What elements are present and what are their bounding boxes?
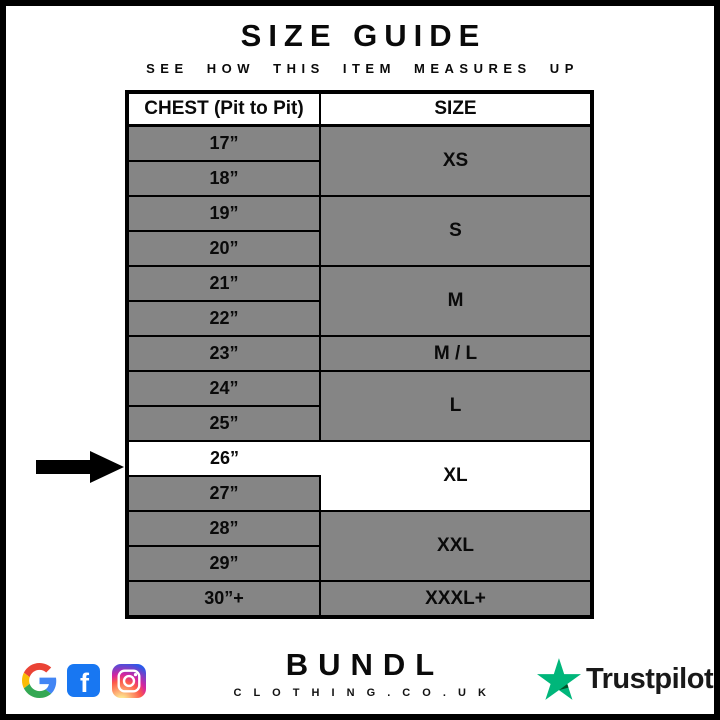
chest-cell: 22” xyxy=(126,300,321,337)
table-row: 24” L xyxy=(126,370,593,442)
chest-cell: 24” xyxy=(126,370,321,407)
size-cell: XL xyxy=(320,440,593,512)
chest-cell: 21” xyxy=(126,265,321,302)
instagram-icon xyxy=(112,664,146,698)
size-cell: L xyxy=(320,370,593,442)
page-title: SIZE GUIDE xyxy=(240,18,487,53)
facebook-icon: f xyxy=(67,664,100,697)
size-table: CHEST (Pit to Pit) SIZE 17” XS 18” 19” S 20” 2… xyxy=(125,90,594,619)
table-row: 22” xyxy=(126,300,592,337)
table-row: 17” XS xyxy=(126,124,593,197)
table-row: 29” xyxy=(126,545,592,582)
chest-cell: 27” xyxy=(126,475,321,512)
size-column-header: SIZE xyxy=(319,91,593,127)
table-row: 26” XL xyxy=(126,440,593,512)
trustpilot-label: Trustpilot xyxy=(586,662,714,695)
chest-cell: 20” xyxy=(126,230,321,267)
chest-cell: 25” xyxy=(126,405,321,442)
table-row: 21” M xyxy=(126,265,593,337)
brand-domain: C L O T H I N G . C O . U K xyxy=(233,687,491,699)
chest-column-header: CHEST (Pit to Pit) xyxy=(126,91,321,127)
size-cell: XXL xyxy=(320,510,593,582)
table-row: 30”+ XXXL+ xyxy=(126,580,593,618)
highlight-arrow-icon xyxy=(36,451,124,483)
chest-cell: 28” xyxy=(126,510,321,547)
table-row: 19” S xyxy=(126,195,593,267)
table-row: 28” XXL xyxy=(126,510,593,582)
table-row: 27” xyxy=(126,475,592,512)
table-row: 20” xyxy=(126,230,592,267)
size-cell: M / L xyxy=(320,335,593,372)
chest-cell: 19” xyxy=(126,195,321,232)
size-table-container: CHEST (Pit to Pit) SIZE 17” XS 18” 19” S 20” 2… xyxy=(125,90,594,619)
table-header-row: CHEST (Pit to Pit) SIZE xyxy=(126,91,593,127)
table-row: 18” xyxy=(126,160,592,197)
chest-cell: 17” xyxy=(126,124,321,162)
trustpilot-logo: Trustpilot xyxy=(537,658,714,700)
size-cell: XXXL+ xyxy=(320,580,593,618)
chest-cell: 29” xyxy=(126,545,321,582)
chest-cell: 26” xyxy=(126,440,320,477)
size-cell: M xyxy=(320,265,593,337)
chest-cell: 18” xyxy=(126,160,321,197)
chest-cell: 30”+ xyxy=(126,580,321,618)
page-subtitle: SEE HOW THIS ITEM MEASURES UP xyxy=(146,61,579,76)
table-row: 25” xyxy=(126,405,592,442)
table-row: 23” M / L xyxy=(126,335,593,372)
instagram-camera-glyph xyxy=(117,669,141,693)
size-cell: S xyxy=(320,195,593,267)
facebook-f-glyph: f xyxy=(80,668,89,697)
google-icon xyxy=(22,663,57,698)
size-cell: XS xyxy=(320,124,593,197)
brand-name: BUNDL xyxy=(285,647,445,682)
chest-cell: 23” xyxy=(126,335,321,372)
trustpilot-star-icon xyxy=(537,658,581,700)
brand-logo: BUNDL C L O T H I N G . C O . U K xyxy=(6,647,714,699)
